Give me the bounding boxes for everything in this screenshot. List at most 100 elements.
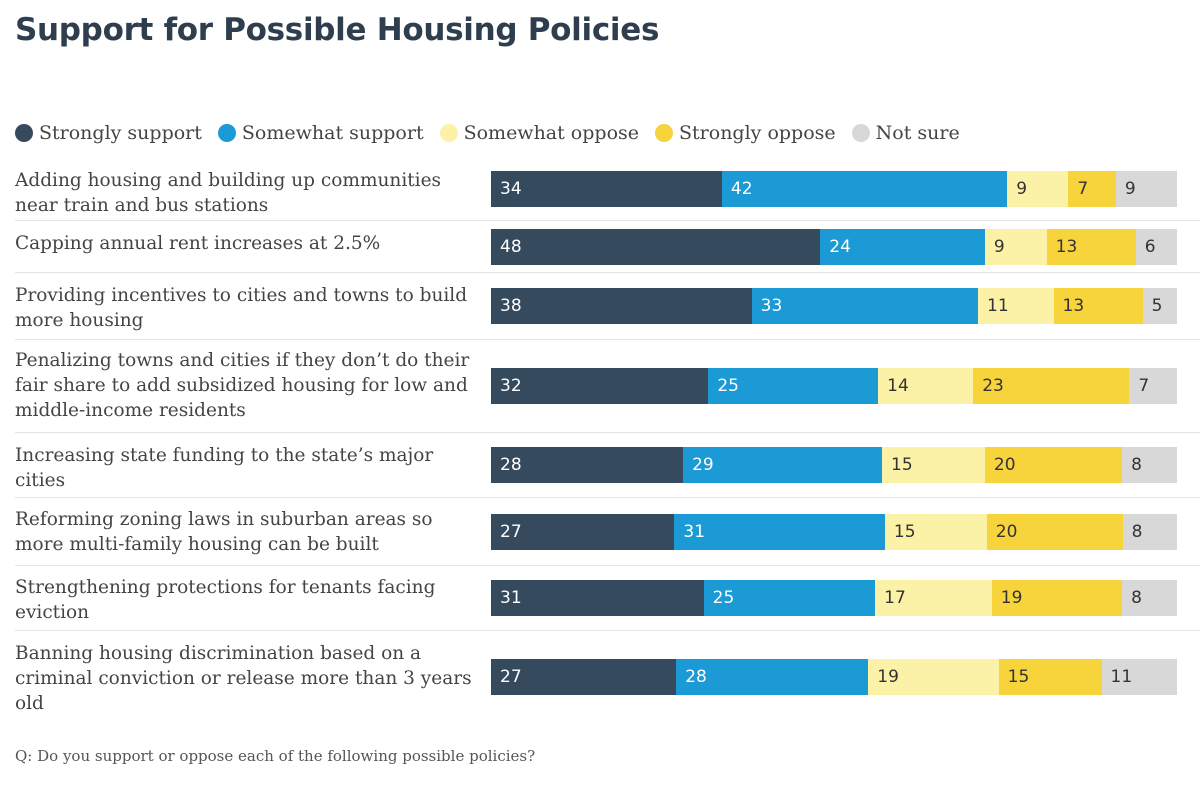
bar-segment-somewhat-oppose: 11 [978,288,1054,324]
data-label: 34 [500,179,522,199]
data-label: 23 [982,376,1004,396]
data-label: 17 [884,588,906,608]
bar-segment-strongly-oppose: 7 [1068,171,1116,207]
bar-segment-not-sure: 8 [1122,580,1177,616]
data-label: 25 [717,376,739,396]
data-label: 19 [877,667,899,687]
bar-segment-strongly-support: 32 [491,368,709,404]
category-label: Providing incentives to cities and towns… [15,285,468,331]
category-label: Capping annual rent increases at 2.5% [15,233,381,254]
bar-segment-not-sure: 7 [1129,368,1177,404]
bar-segment-strongly-oppose: 20 [986,514,1123,550]
chart-row: Adding housing and building up communiti… [15,158,1200,221]
chart-row: Banning housing discrimination based on … [15,631,1200,722]
bar-segment-strongly-support: 27 [491,659,677,695]
legend-swatch [439,124,458,142]
data-label: 15 [891,455,913,475]
legend-label: Not sure [875,122,960,144]
data-label: 14 [887,376,909,396]
bar-segment-not-sure: 5 [1142,288,1177,324]
data-label: 28 [685,667,707,687]
data-label: 8 [1131,522,1143,542]
data-label: 29 [692,455,714,475]
data-label: 20 [993,455,1016,475]
legend-swatch [15,124,33,142]
bar-segment-somewhat-oppose: 14 [878,368,974,404]
data-label: 31 [500,588,522,608]
data-label: 31 [683,522,706,542]
data-label: 27 [500,522,522,542]
data-label: 19 [1000,588,1023,608]
bar-segment-somewhat-support: 28 [676,659,869,695]
bar-segment-not-sure: 9 [1115,171,1177,207]
data-label: 28 [500,455,522,475]
bar-segment-strongly-support: 28 [491,447,684,483]
chart-title: Support for Possible Housing Policies [15,12,660,48]
bar-segment-somewhat-oppose: 19 [868,659,999,695]
bar-segment-strongly-support: 27 [491,514,675,550]
bar-segment-strongly-oppose: 13 [1053,288,1143,324]
data-label: 48 [500,237,522,257]
bar-segment-not-sure: 6 [1135,229,1177,265]
bar-segment-not-sure: 8 [1122,514,1177,550]
bar-segment-strongly-support: 48 [491,229,821,265]
legend-label: Somewhat support [241,122,424,144]
chart-row: Strengthening protections for tenants fa… [15,566,1200,631]
chart-row: Providing incentives to cities and towns… [15,273,1200,340]
bar-segment-somewhat-support: 33 [751,288,979,324]
data-label: 7 [1138,376,1150,396]
data-label: 9 [1016,179,1028,199]
bar-segment-not-sure: 8 [1122,447,1177,483]
legend-item-not-sure: Not sure [851,122,960,144]
chart-row: Penalizing towns and cities if they don’… [15,340,1200,433]
bar-segment-strongly-oppose: 15 [998,659,1102,695]
stacked-bar: 48 24 9 13 6 [491,229,1177,265]
data-label: 20 [995,522,1018,542]
bar-segment-strongly-oppose: 23 [973,368,1130,404]
stacked-bar: 32 25 14 23 7 [491,368,1177,404]
data-label: 33 [760,296,783,316]
data-label: 5 [1151,296,1163,316]
legend-label: Strongly support [39,122,202,144]
category-label: Increasing state funding to the state’s … [15,445,434,491]
bar-segment-somewhat-oppose: 9 [984,229,1047,265]
data-label: 24 [829,237,851,257]
bar-segment-somewhat-support: 24 [820,229,985,265]
data-label: 13 [1062,296,1085,316]
bar-segment-strongly-oppose: 19 [991,580,1123,616]
bar-segment-somewhat-oppose: 9 [1007,171,1069,207]
stacked-bar: 34 42 9 7 9 [491,171,1177,207]
data-label: 7 [1077,179,1089,199]
legend-label: Strongly oppose [679,122,836,144]
legend-swatch [655,124,674,142]
chart-row: Capping annual rent increases at 2.5% 48 2… [15,221,1200,273]
data-label: 15 [1007,667,1030,687]
data-label: 32 [500,376,522,396]
chart-row: Increasing state funding to the state’s … [15,433,1200,498]
bar-segment-somewhat-oppose: 17 [875,580,992,616]
legend-item-strongly-oppose: Strongly oppose [655,122,836,144]
bar-segment-somewhat-support: 25 [703,580,876,616]
category-label: Reforming zoning laws in suburban areas … [15,509,433,555]
legend-item-strongly-support: Strongly support [15,122,202,144]
data-label: 11 [1110,667,1133,687]
data-label: 8 [1131,588,1142,608]
data-label: 13 [1055,237,1078,257]
legend: Strongly support Somewhat support Somewhat… [15,122,976,144]
data-label: 9 [993,237,1005,257]
stacked-bar: 31 25 17 19 8 [491,580,1177,616]
bar-segment-somewhat-support: 42 [721,171,1008,207]
data-label: 6 [1144,237,1156,257]
stacked-bar: 38 33 11 13 5 [491,288,1177,324]
bar-segment-strongly-oppose: 20 [984,447,1123,483]
chart-row: Reforming zoning laws in suburban areas … [15,498,1200,566]
legend-swatch [851,124,870,142]
bar-segment-somewhat-oppose: 15 [882,447,985,483]
bar-segment-somewhat-support: 29 [683,447,883,483]
category-label: Strengthening protections for tenants fa… [15,577,436,623]
legend-label: Somewhat oppose [463,122,640,144]
chart-body: Adding housing and building up communiti… [0,158,1200,722]
legend-swatch [217,124,236,142]
legend-item-somewhat-oppose: Somewhat oppose [439,122,640,144]
bar-segment-strongly-support: 31 [491,580,704,616]
